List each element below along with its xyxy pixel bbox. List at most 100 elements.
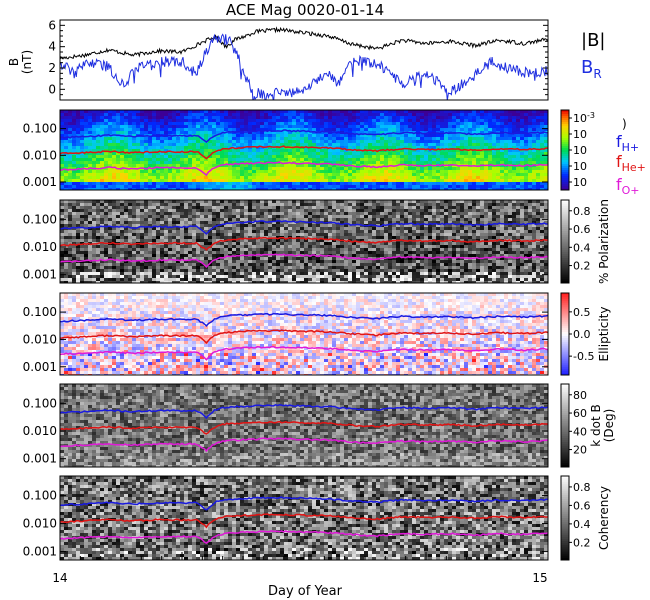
colorbar-tick-label: 10 <box>573 128 587 141</box>
power-spectrum-frame <box>59 109 549 191</box>
colorbar-tick-label: 0.8 <box>573 481 591 494</box>
colorbar-tick-label: -0.5 <box>573 350 594 363</box>
colorbar-tick-label: 40 <box>573 425 587 438</box>
ytick-label: 0.100 <box>23 489 57 503</box>
series-b-total <box>60 26 548 60</box>
chart-title: ACE Mag 0020-01-14 <box>226 1 384 19</box>
colorbar-label: Coherency <box>597 486 611 550</box>
line-f-he <box>60 420 548 435</box>
ellipticity-colorbar: 0.5 0.0 -0.5 Ellipticity <box>560 292 611 376</box>
ellipticity-panel: 0.100 0.010 0.001 Hz 0.5 0.0 -0.5 Ellipticity <box>0 292 611 376</box>
ytick-label: 0.010 <box>23 240 57 254</box>
line-f-o <box>60 345 548 361</box>
series-b-r <box>60 33 548 100</box>
colorbar-tick-base: 10 <box>573 160 587 173</box>
panel-ylabel: Hz <box>0 326 11 341</box>
annotation-f-he-main: f <box>616 152 622 171</box>
colorbar-tick-label: 0.8 <box>573 205 591 218</box>
coherency-colorbar: 0.8 0.6 0.4 0.2 Coherency <box>560 475 611 561</box>
ytick-label: 0.010 <box>23 148 57 162</box>
line-f-o <box>60 437 548 453</box>
colorbar-label: Ellipticity <box>597 307 611 362</box>
legend-b-r-main: B <box>581 57 593 78</box>
ytick-label: 0.001 <box>23 360 57 374</box>
line-f-he <box>60 329 548 344</box>
colorbar-tick-label: 0.2 <box>573 260 591 273</box>
colorbar-tick-base: 10 <box>573 112 587 125</box>
power-annotations: fH+ fHe+ fO+ <box>616 132 646 197</box>
annotation-f-o: fO+ <box>616 175 640 197</box>
colorbar-label: k dot B <box>589 404 603 446</box>
legend-b-r-sub: R <box>593 67 601 81</box>
colorbar-tick-label: 10-3 <box>573 111 595 125</box>
panel-ylabel: Hz <box>0 142 11 157</box>
ytick-label: 0.010 <box>23 424 57 438</box>
legend-b-r: BR <box>581 57 602 81</box>
x-tick-label-start: 14 <box>52 571 67 585</box>
x-axis-label: Day of Year <box>268 584 343 599</box>
mag-ytick-label: 6 <box>48 18 56 32</box>
ytick-label: 0.001 <box>23 545 57 559</box>
mag-ytick-label: 2 <box>48 61 56 75</box>
line-f-h <box>60 496 548 511</box>
colorbar-tick-label: 0.0 <box>573 328 591 341</box>
colorbar-tick-label: 10 <box>573 144 587 157</box>
legend-b-total: |B| <box>581 30 605 51</box>
annotation-f-he: fHe+ <box>616 152 646 174</box>
mag-ylabel-b: B <box>7 58 21 66</box>
annotation-f-o-main: f <box>616 175 622 194</box>
ytick-label: 0.100 <box>23 122 57 136</box>
polarization-panel: 0.100 0.010 0.001 Hz 0.8 0.6 0.4 0.2 % Polarizat… <box>0 199 611 284</box>
annotation-f-h-main: f <box>616 132 622 151</box>
line-f-he <box>60 236 548 251</box>
mag-ytick-label: 4 <box>48 40 56 54</box>
mag-ylabel-unit: (nT) <box>20 50 34 74</box>
panel-ylabel: Hz <box>0 234 11 249</box>
line-f-h <box>60 312 548 327</box>
colorbar-tick-base: 10 <box>573 128 587 141</box>
line-f-o <box>60 253 548 268</box>
ytick-label: 0.100 <box>23 305 57 319</box>
colorbar-tick-label: 10 <box>573 176 587 189</box>
colorbar-tick-label: 0.5 <box>573 306 591 319</box>
ytick-label: 0.001 <box>23 452 57 466</box>
k-dot-b-panel: 0.100 0.010 0.001 Hz 80 60 40 20k dot B (Deg) <box>0 383 616 468</box>
k-dot-b-heatmap <box>60 384 548 467</box>
ytick-label: 0.100 <box>23 396 57 410</box>
annotation-f-h: fH+ <box>616 132 639 154</box>
x-axis-ticks <box>59 552 549 560</box>
line-f-h <box>60 403 548 420</box>
ytick-label: 0.100 <box>23 212 57 226</box>
colorbar-tick-base: 10 <box>573 176 587 189</box>
k-dot-b-frame <box>59 383 549 468</box>
colorbar-tick-label: 80 <box>573 389 587 402</box>
line-f-o <box>60 161 548 177</box>
line-f-he <box>60 145 548 160</box>
ytick-label: 0.001 <box>23 175 57 189</box>
colorbar-tick-base: 10 <box>573 144 587 157</box>
colorbar-tick-label: 0.6 <box>573 499 591 512</box>
panel-ylabel: Hz <box>0 418 11 433</box>
panel-ylabel: Hz <box>0 510 11 525</box>
colorbar-tick-label: 0.4 <box>573 241 591 254</box>
colorbar-tick-label: 60 <box>573 407 587 420</box>
colorbar-tick-label: 0.6 <box>573 223 591 236</box>
colorbar-tick-exponent: -3 <box>587 111 595 120</box>
ellipticity-heatmap <box>60 293 548 375</box>
colorbar-label: (Deg) <box>602 409 616 443</box>
colorbar-tick-label: 0.2 <box>573 536 591 549</box>
line-f-h <box>60 129 548 143</box>
colorbar-tick-label: 10 <box>573 160 587 173</box>
polarization-frame <box>59 199 549 284</box>
line-f-h <box>60 219 548 235</box>
coherency-panel: 0.100 0.010 0.001 Hz 0.8 0.6 0.4 0.2 Coherency <box>0 475 611 561</box>
annotation-f-o-sub: O+ <box>622 184 640 197</box>
colorbar-tick-label: 20 <box>573 444 587 457</box>
x-tick-label-end: 15 <box>532 571 547 585</box>
ytick-label: 0.010 <box>23 517 57 531</box>
annotation-f-h-sub: H+ <box>622 141 640 154</box>
polarization-colorbar: 0.8 0.6 0.4 0.2 % Polarization <box>560 199 611 284</box>
